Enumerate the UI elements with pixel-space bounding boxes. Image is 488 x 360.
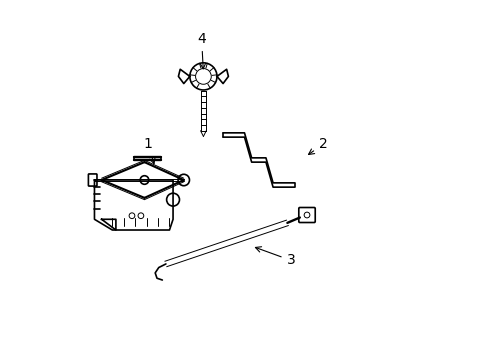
Text: 4: 4 <box>197 32 205 69</box>
Text: 3: 3 <box>255 247 295 267</box>
Text: 2: 2 <box>308 137 327 154</box>
Text: 1: 1 <box>143 137 155 164</box>
